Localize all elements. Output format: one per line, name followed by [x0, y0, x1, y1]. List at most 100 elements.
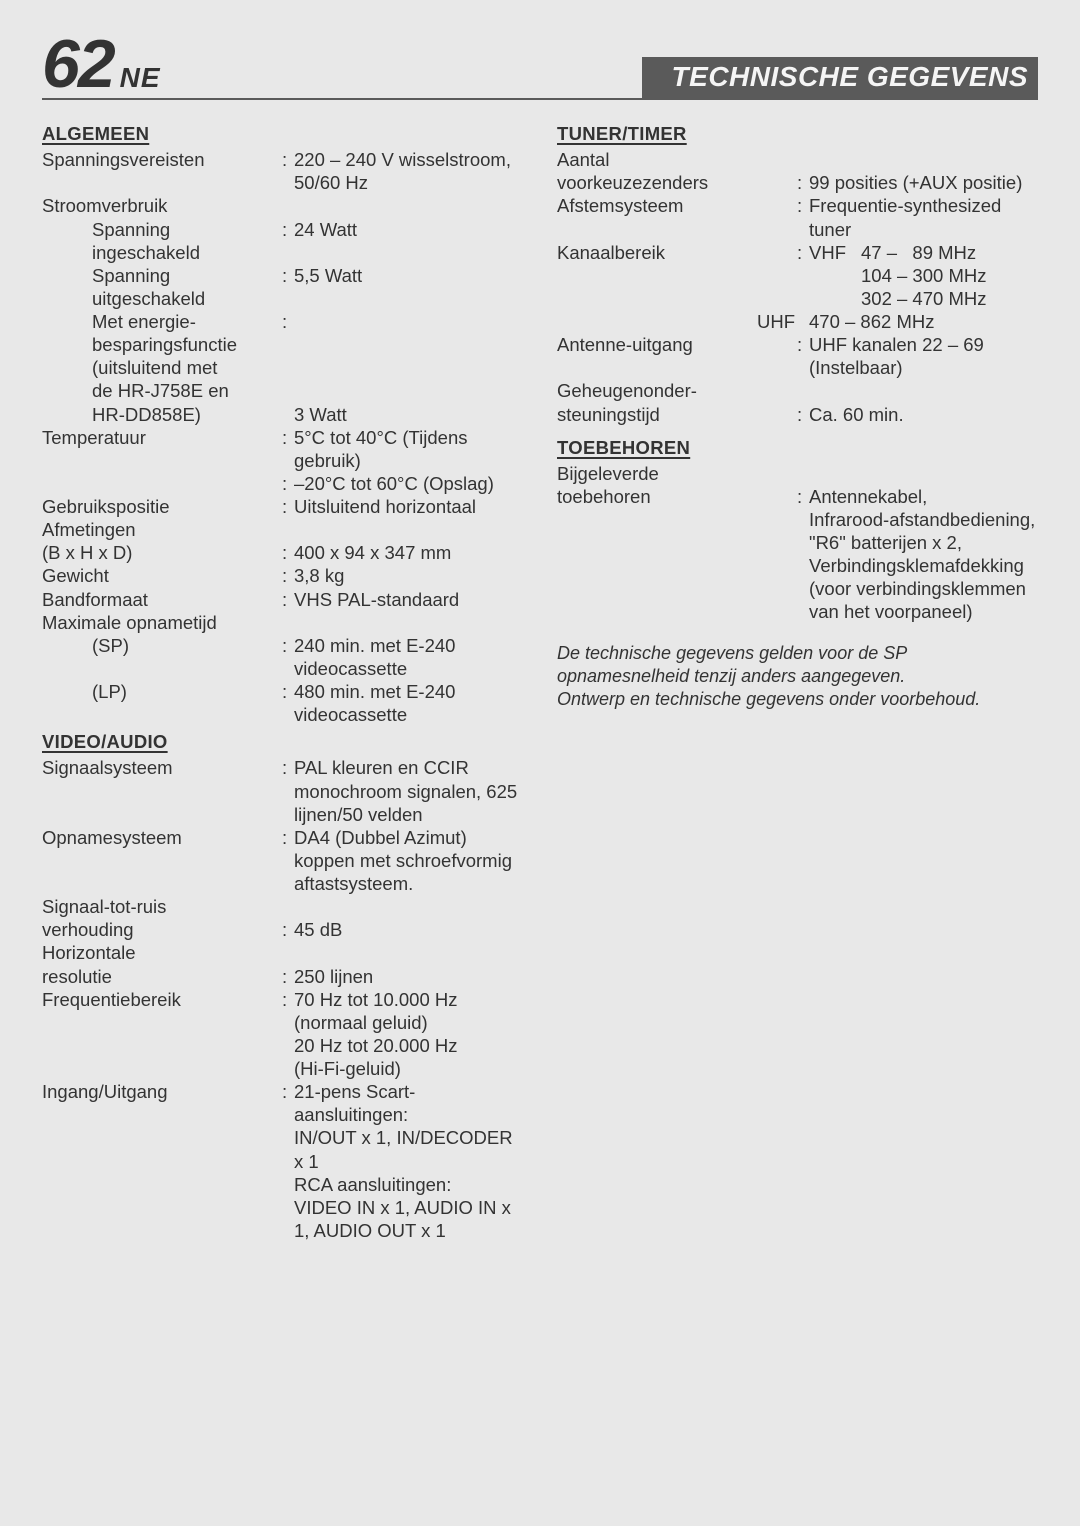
spec-colon: : — [282, 988, 294, 1011]
spec-label: Afmetingen — [42, 518, 282, 541]
spec-value: PAL kleuren en CCIR monochroom signalen,… — [294, 756, 523, 825]
spec-value: 3 Watt — [294, 403, 523, 426]
spec-row: Horizontaleresolutie : 250 lijnen — [42, 941, 523, 987]
section-title-videoaudio: VIDEO/AUDIO — [42, 730, 523, 753]
page-number: 62 — [42, 30, 114, 98]
spec-label: Stroomverbruik — [42, 194, 282, 217]
spec-colon: : — [797, 333, 809, 356]
spec-label: Spanninguitgeschakeld — [42, 264, 282, 310]
spec-value: 3,8 kg — [294, 564, 523, 587]
spec-row: (B x H x D) : 400 x 94 x 347 mm — [42, 541, 523, 564]
freq-line: UHF470 – 862 MHz — [757, 310, 1038, 333]
section-title-tunertimer: TUNER/TIMER — [557, 122, 1038, 145]
spec-colon: : — [282, 680, 294, 703]
freq-band — [809, 264, 861, 287]
spec-colon: : — [282, 472, 294, 495]
left-column: ALGEMEEN Spanningsvereisten : 220 – 240 … — [42, 118, 523, 1242]
spec-row: : –20°C tot 60°C (Opslag) — [42, 472, 523, 495]
spec-row: Signaalsysteem : PAL kleuren en CCIR mon… — [42, 756, 523, 825]
right-column: TUNER/TIMER Aantalvoorkeuzezenders : 99 … — [557, 118, 1038, 1242]
header-rule — [42, 98, 1038, 100]
spec-row: Gebruikspositie : Uitsluitend horizontaa… — [42, 495, 523, 518]
freq-range: 47 – 89 MHz — [861, 241, 976, 264]
spec-label: Bandformaat — [42, 588, 282, 611]
spec-row: Gewicht : 3,8 kg — [42, 564, 523, 587]
spec-row: Ingang/Uitgang : 21-pens Scart-aansluiti… — [42, 1080, 523, 1242]
spec-value: 21-pens Scart-aansluitingen:IN/OUT x 1, … — [294, 1080, 523, 1242]
freq-line: 302 – 470 MHz — [809, 287, 1038, 310]
spec-row: Maximale opnametijd — [42, 611, 523, 634]
spec-colon: : — [282, 310, 294, 333]
spec-value: 480 min. met E-240 videocassette — [294, 680, 523, 726]
spec-value: 240 min. met E-240 videocassette — [294, 634, 523, 680]
spec-value: Frequentie-synthesized tuner — [809, 194, 1038, 240]
freq-line: VHF47 – 89 MHz — [809, 241, 1038, 264]
spec-value: 24 Watt — [294, 218, 523, 241]
spec-value: Ca. 60 min. — [809, 403, 1038, 426]
spec-label: Opnamesysteem — [42, 826, 282, 849]
footnote: De technische gegevens gelden voor de SP… — [557, 642, 1038, 711]
content-columns: ALGEMEEN Spanningsvereisten : 220 – 240 … — [42, 118, 1038, 1242]
spec-row: Geheugenonder-steuningstijd : Ca. 60 min… — [557, 379, 1038, 425]
spec-row: Stroomverbruik — [42, 194, 523, 217]
spec-value: UHF kanalen 22 – 69 (Instelbaar) — [809, 333, 1038, 379]
spec-value: –20°C tot 60°C (Opslag) — [294, 472, 523, 495]
spec-value: Uitsluitend horizontaal — [294, 495, 523, 518]
spec-colon: : — [282, 148, 294, 171]
spec-row: Antenne-uitgang : UHF kanalen 22 – 69 (I… — [557, 333, 1038, 379]
spec-label: Frequentiebereik — [42, 988, 282, 1011]
spec-colon: : — [797, 485, 809, 508]
spec-label: Signaalsysteem — [42, 756, 282, 779]
spec-row: Afmetingen — [42, 518, 523, 541]
spec-colon: : — [282, 1080, 294, 1103]
spec-label: Ingang/Uitgang — [42, 1080, 282, 1103]
spec-colon: : — [282, 918, 294, 941]
spec-value: 5,5 Watt — [294, 264, 523, 287]
spec-colon: : — [797, 171, 809, 194]
spec-label: Antenne-uitgang — [557, 333, 797, 356]
spec-value: DA4 (Dubbel Azimut) koppen met schroefvo… — [294, 826, 523, 895]
spec-colon: : — [282, 756, 294, 779]
spec-colon: : — [797, 403, 809, 426]
spec-value: 5°C tot 40°C (Tijdens gebruik) — [294, 426, 523, 472]
spec-label: (LP) — [42, 680, 282, 703]
spec-row: Opnamesysteem : DA4 (Dubbel Azimut) kopp… — [42, 826, 523, 895]
freq-range: 302 – 470 MHz — [861, 287, 986, 310]
spec-colon: : — [282, 426, 294, 449]
spec-colon: : — [282, 588, 294, 611]
spec-row-kanaalbereik: Kanaalbereik : VHF47 – 89 MHz 104 – 300 … — [557, 241, 1038, 334]
spec-row: Frequentiebereik : 70 Hz tot 10.000 Hz(n… — [42, 988, 523, 1081]
freq-range: 104 – 300 MHz — [861, 264, 986, 287]
freq-band: VHF — [809, 241, 861, 264]
spec-colon: : — [282, 264, 294, 287]
spec-colon: : — [282, 826, 294, 849]
section-title-toebehoren: TOEBEHOREN — [557, 436, 1038, 459]
spec-value: Antennekabel,Infrarood-afstandbediening,… — [809, 485, 1038, 624]
spec-colon: : — [282, 218, 294, 241]
spec-label: Geheugenonder-steuningstijd — [557, 379, 797, 425]
spec-row: (LP) : 480 min. met E-240 videocassette — [42, 680, 523, 726]
spec-label: Aantalvoorkeuzezenders — [557, 148, 797, 194]
spec-label: (SP) — [42, 634, 282, 657]
spec-colon: : — [282, 495, 294, 518]
page-header: 62 NE TECHNISCHE GEGEVENS — [42, 30, 1038, 98]
section-title-algemeen: ALGEMEEN — [42, 122, 523, 145]
spec-row: Met energie-besparingsfunctie(uitsluiten… — [42, 310, 523, 426]
spec-label: Bijgeleverdetoebehoren — [557, 462, 797, 508]
spec-value: 250 lijnen — [294, 965, 523, 988]
footnote-line: Ontwerp en technische gegevens onder voo… — [557, 688, 1038, 711]
page-title: TECHNISCHE GEGEVENS — [642, 57, 1038, 98]
spec-row: Spanninguitgeschakeld : 5,5 Watt — [42, 264, 523, 310]
spec-value: 220 – 240 V wisselstroom, 50/60 Hz — [294, 148, 523, 194]
page-suffix: NE — [120, 60, 161, 95]
spec-label: Signaal-tot-ruisverhouding — [42, 895, 282, 941]
spec-row: Aantalvoorkeuzezenders : 99 posities (+A… — [557, 148, 1038, 194]
spec-colon: : — [282, 564, 294, 587]
spec-value: 400 x 94 x 347 mm — [294, 541, 523, 564]
spec-label: (B x H x D) — [42, 541, 282, 564]
spec-label: Met energie-besparingsfunctie(uitsluiten… — [42, 310, 282, 426]
spec-label: Spanningsvereisten — [42, 148, 282, 171]
spec-row: Temperatuur : 5°C tot 40°C (Tijdens gebr… — [42, 426, 523, 472]
spec-label: Spanningingeschakeld — [42, 218, 282, 264]
spec-row: Afstemsysteem : Frequentie-synthesized t… — [557, 194, 1038, 240]
